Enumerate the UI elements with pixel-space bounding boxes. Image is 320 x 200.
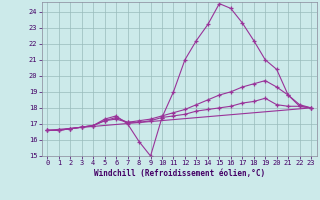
X-axis label: Windchill (Refroidissement éolien,°C): Windchill (Refroidissement éolien,°C)	[94, 169, 265, 178]
